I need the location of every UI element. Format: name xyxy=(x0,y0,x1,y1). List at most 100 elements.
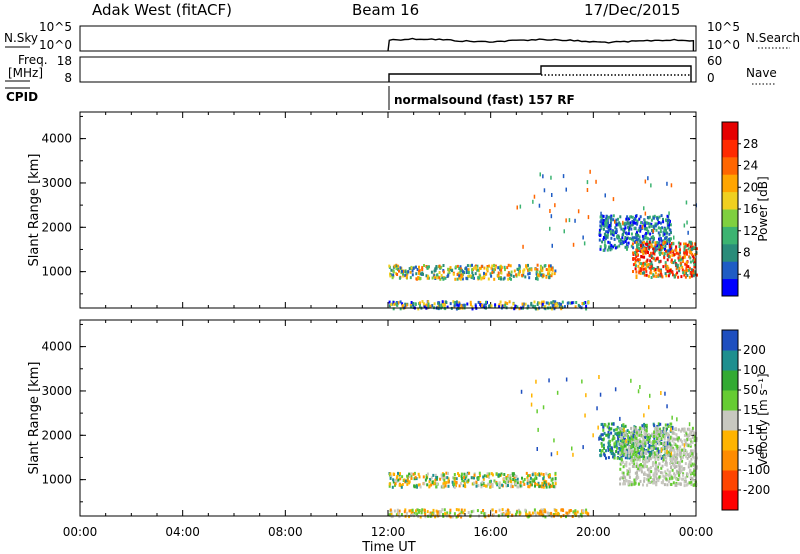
data-cell xyxy=(680,257,683,261)
data-cell xyxy=(656,436,658,440)
data-cell xyxy=(688,470,691,474)
data-cell xyxy=(530,301,533,305)
data-cell xyxy=(652,440,655,444)
data-cell xyxy=(440,265,443,269)
data-cell xyxy=(643,224,646,228)
data-cell xyxy=(658,215,661,219)
data-cell xyxy=(669,223,672,227)
data-cell xyxy=(628,451,631,455)
data-cell xyxy=(620,444,623,448)
data-cell xyxy=(514,474,517,478)
data-cell xyxy=(687,444,690,448)
data-cell xyxy=(681,268,684,272)
data-cell xyxy=(630,432,633,436)
data-cell xyxy=(619,451,622,455)
data-cell xyxy=(438,271,441,274)
data-cell xyxy=(612,245,614,249)
data-cell xyxy=(423,305,426,309)
data-cell xyxy=(531,473,534,477)
data-cell xyxy=(527,263,529,267)
data-cell xyxy=(644,247,647,251)
data-cell xyxy=(684,462,687,466)
data-cell xyxy=(478,471,481,475)
data-cell xyxy=(639,229,642,233)
data-cell xyxy=(627,470,630,474)
data-cell xyxy=(653,269,656,273)
data-cell xyxy=(540,512,543,516)
data-cell xyxy=(686,251,689,255)
data-cell xyxy=(627,434,629,438)
data-cell xyxy=(586,188,589,192)
data-cell xyxy=(667,274,670,278)
data-cell xyxy=(581,379,583,384)
nsearch-tick-top: 10^5 xyxy=(707,20,740,34)
data-cell xyxy=(630,378,632,383)
data-cell xyxy=(389,476,392,480)
data-cell xyxy=(688,266,691,270)
data-cell xyxy=(635,221,637,225)
data-cell xyxy=(469,303,472,307)
data-cell xyxy=(670,231,672,235)
data-cell xyxy=(481,303,483,307)
data-cell xyxy=(637,482,640,486)
data-cell xyxy=(577,209,580,214)
data-cell xyxy=(630,483,633,487)
data-cell xyxy=(671,444,674,448)
data-cell xyxy=(571,446,573,451)
data-cell xyxy=(512,472,515,476)
data-cell xyxy=(473,481,476,485)
data-cell xyxy=(483,271,485,275)
data-cell xyxy=(542,405,545,410)
data-cell xyxy=(418,509,421,512)
data-cell xyxy=(411,269,414,273)
data-cell xyxy=(682,256,685,260)
data-cell xyxy=(621,448,623,452)
data-cell xyxy=(622,423,625,427)
data-cell xyxy=(547,512,550,515)
data-cell xyxy=(692,431,695,435)
data-cell xyxy=(460,508,463,512)
data-cell xyxy=(612,231,615,235)
data-cell xyxy=(638,217,641,221)
data-cell xyxy=(635,236,638,239)
data-cell xyxy=(431,304,434,308)
data-cell xyxy=(689,245,692,249)
data-cell xyxy=(424,478,427,482)
data-cell xyxy=(670,451,673,456)
data-cell xyxy=(480,276,483,280)
data-cell xyxy=(439,477,442,481)
data-cell xyxy=(459,482,462,486)
data-cell xyxy=(671,448,674,452)
data-cell xyxy=(625,450,628,454)
data-cell xyxy=(664,244,667,248)
data-cell xyxy=(643,267,646,271)
data-cell xyxy=(545,472,548,476)
data-cell xyxy=(620,461,623,465)
data-cell xyxy=(680,429,682,433)
data-cell xyxy=(677,275,680,279)
data-cell xyxy=(678,465,681,469)
data-cell xyxy=(681,468,684,472)
data-cell xyxy=(650,245,653,249)
data-cell xyxy=(508,273,511,277)
data-cell xyxy=(607,229,610,233)
data-cell xyxy=(438,510,441,514)
data-cell xyxy=(655,483,658,487)
data-cell xyxy=(510,273,513,277)
data-cell xyxy=(614,432,617,436)
data-cell xyxy=(677,478,680,481)
data-cell xyxy=(643,206,645,211)
data-cell xyxy=(630,434,633,438)
data-cell xyxy=(657,221,660,224)
data-cell xyxy=(615,218,618,222)
data-cell xyxy=(612,437,615,441)
data-cell xyxy=(623,238,626,242)
data-cell xyxy=(610,446,613,450)
data-cell xyxy=(644,235,647,239)
data-cell xyxy=(601,214,604,218)
data-cell xyxy=(652,267,655,270)
data-cell xyxy=(671,415,673,420)
data-cell xyxy=(638,455,641,459)
data-cell xyxy=(630,227,633,231)
data-cell xyxy=(696,273,698,277)
